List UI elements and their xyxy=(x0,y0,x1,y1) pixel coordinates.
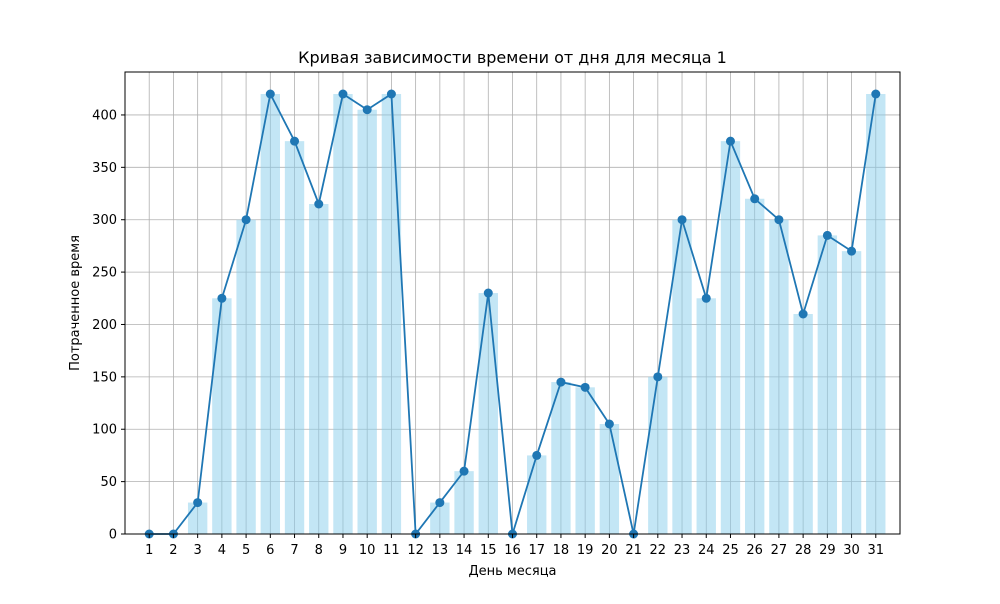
line-point-day-25 xyxy=(725,136,735,146)
x-tick-label: 9 xyxy=(339,543,347,558)
line-point-day-24 xyxy=(701,293,711,303)
x-tick-label: 6 xyxy=(266,543,274,558)
axis-ticks: 1 2 3 4 5 6 7 8 9 10 11 12 13 14 15 16 17 18 19 20 21 22 23 24 2… xyxy=(92,108,884,558)
line-point-day-10 xyxy=(362,105,372,115)
x-tick-label: 10 xyxy=(359,543,376,558)
bar-day-31 xyxy=(866,94,886,534)
bar-day-29 xyxy=(817,235,838,534)
bar-day-25 xyxy=(720,141,741,534)
line-point-day-22 xyxy=(653,372,663,382)
bar-day-6 xyxy=(260,94,280,534)
line-point-day-18 xyxy=(556,377,566,387)
x-tick-label: 2 xyxy=(169,543,177,558)
y-tick-label: 300 xyxy=(92,213,117,228)
y-tick-label: 150 xyxy=(92,370,117,385)
line-point-day-9 xyxy=(338,89,348,99)
y-tick-label: 200 xyxy=(92,318,117,333)
line-point-day-14 xyxy=(459,466,469,476)
x-tick-label: 4 xyxy=(218,543,226,558)
x-tick-label: 27 xyxy=(771,543,788,558)
x-tick-label: 22 xyxy=(650,543,667,558)
line-point-day-13 xyxy=(435,498,445,508)
x-tick-label: 12 xyxy=(407,543,424,558)
bar-series xyxy=(187,94,886,534)
bar-day-30 xyxy=(841,251,862,534)
bar-day-18 xyxy=(551,382,571,534)
bar-day-11 xyxy=(381,94,402,534)
y-tick-label: 250 xyxy=(92,266,117,281)
x-tick-label: 23 xyxy=(674,543,691,558)
line-point-day-7 xyxy=(290,136,300,146)
line-point-day-20 xyxy=(604,419,614,429)
line-point-day-29 xyxy=(822,230,832,240)
bar-day-22 xyxy=(648,376,668,534)
y-tick-label: 350 xyxy=(92,161,117,176)
x-tick-label: 17 xyxy=(528,543,545,558)
bar-day-15 xyxy=(478,293,498,534)
x-tick-label: 5 xyxy=(242,543,250,558)
x-axis-label: День месяца xyxy=(468,564,556,579)
x-tick-label: 16 xyxy=(504,543,521,558)
x-tick-label: 30 xyxy=(843,543,860,558)
x-tick-label: 11 xyxy=(383,543,400,558)
line-point-day-4 xyxy=(217,293,227,303)
x-tick-label: 1 xyxy=(145,543,153,558)
chart-title: Кривая зависимости времени от дня для ме… xyxy=(298,48,727,67)
bar-day-9 xyxy=(333,94,353,534)
line-point-day-30 xyxy=(847,246,857,256)
line-point-day-17 xyxy=(532,450,542,460)
y-tick-label: 0 xyxy=(109,528,117,543)
bar-day-3 xyxy=(187,502,208,534)
line-point-day-11 xyxy=(386,89,396,99)
bar-day-23 xyxy=(672,219,692,534)
line-point-day-26 xyxy=(750,194,760,204)
line-point-day-19 xyxy=(580,382,590,392)
line-point-day-5 xyxy=(241,215,251,225)
bar-day-4 xyxy=(212,298,232,534)
bar-day-5 xyxy=(236,219,256,534)
y-axis-label: Потраченное время xyxy=(68,235,83,371)
line-point-day-23 xyxy=(677,215,687,225)
bar-day-7 xyxy=(284,141,305,534)
x-tick-label: 29 xyxy=(819,543,836,558)
line-point-day-8 xyxy=(314,199,324,209)
x-tick-label: 21 xyxy=(625,543,642,558)
x-tick-label: 18 xyxy=(553,543,570,558)
x-tick-label: 25 xyxy=(722,543,739,558)
bar-day-24 xyxy=(696,298,716,534)
x-tick-label: 28 xyxy=(795,543,812,558)
line-point-day-31 xyxy=(871,89,881,99)
x-tick-label: 26 xyxy=(746,543,763,558)
x-tick-label: 15 xyxy=(480,543,497,558)
bar-day-26 xyxy=(745,198,765,534)
x-tick-label: 3 xyxy=(194,543,202,558)
bar-day-8 xyxy=(309,204,329,534)
line-point-day-3 xyxy=(193,498,203,508)
y-tick-label: 400 xyxy=(92,108,117,123)
x-tick-label: 31 xyxy=(868,543,885,558)
x-tick-label: 19 xyxy=(577,543,594,558)
x-tick-label: 24 xyxy=(698,543,715,558)
x-tick-label: 8 xyxy=(315,543,323,558)
bar-day-17 xyxy=(527,455,547,534)
bar-day-14 xyxy=(454,471,474,534)
bar-day-28 xyxy=(793,314,813,534)
x-tick-label: 14 xyxy=(456,543,473,558)
line-point-day-15 xyxy=(483,288,493,298)
bar-day-10 xyxy=(357,109,377,534)
bar-day-27 xyxy=(769,219,789,534)
line-point-day-6 xyxy=(265,89,275,99)
y-tick-label: 100 xyxy=(92,423,117,438)
bar-day-19 xyxy=(575,387,595,534)
bar-day-13 xyxy=(430,502,450,534)
x-tick-label: 20 xyxy=(601,543,618,558)
x-tick-label: 13 xyxy=(432,543,449,558)
x-tick-label: 7 xyxy=(290,543,298,558)
line-point-day-28 xyxy=(798,309,808,319)
line-point-day-27 xyxy=(774,215,784,225)
y-tick-label: 50 xyxy=(100,475,117,490)
bar-day-20 xyxy=(599,424,620,534)
